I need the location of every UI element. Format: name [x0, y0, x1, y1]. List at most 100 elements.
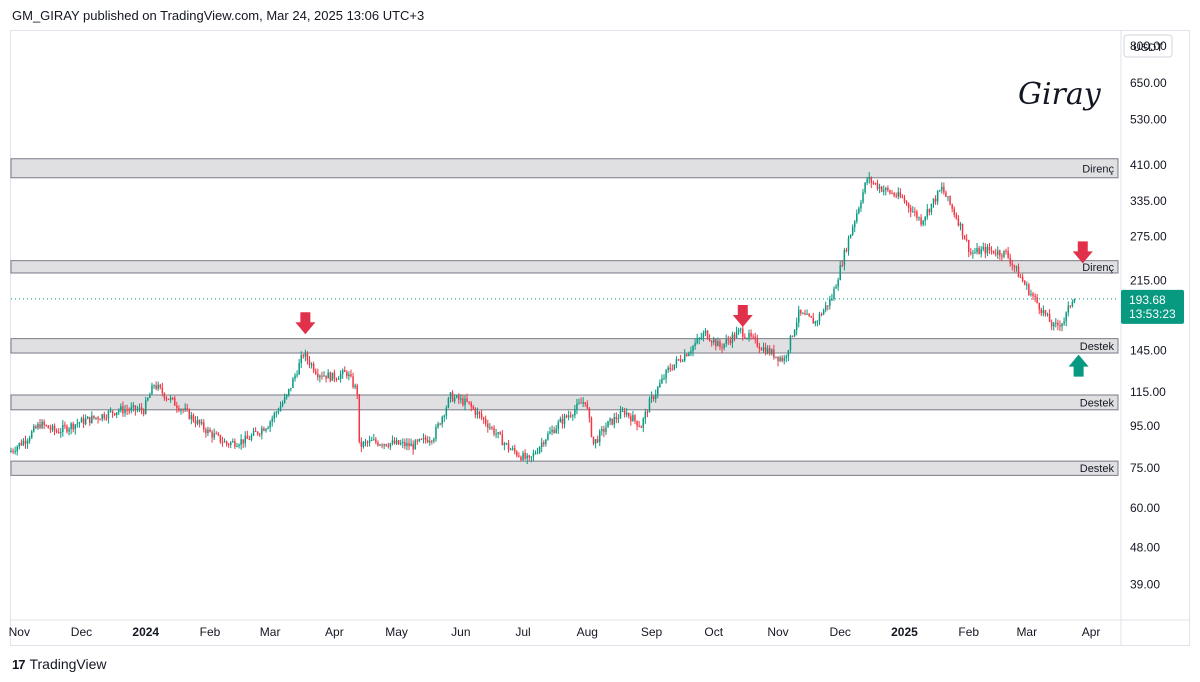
candle-body — [677, 359, 680, 361]
candle — [207, 426, 209, 437]
candle — [880, 185, 883, 193]
candle — [178, 405, 180, 413]
candle — [905, 200, 908, 206]
candle-body — [746, 338, 748, 340]
candle — [771, 348, 773, 356]
candle-body — [694, 343, 696, 347]
candle-body — [169, 397, 172, 400]
candle — [482, 416, 485, 424]
candle — [882, 185, 885, 196]
candle — [18, 442, 21, 450]
candle — [171, 397, 174, 401]
candle — [727, 335, 730, 345]
arrow-down-icon — [295, 312, 316, 335]
candle — [1057, 319, 1059, 331]
candle — [628, 412, 630, 419]
candle — [174, 395, 176, 406]
candle — [62, 420, 64, 437]
candle — [503, 441, 506, 451]
candle-body — [704, 330, 707, 334]
candle — [1036, 294, 1038, 304]
candle-body — [912, 211, 914, 213]
candle — [1067, 301, 1069, 317]
candle — [630, 413, 632, 426]
candle-body — [576, 403, 578, 410]
candle-body — [402, 442, 404, 444]
candle — [213, 428, 215, 440]
signature: Giray — [1018, 77, 1102, 112]
candle-body — [375, 439, 377, 443]
candle-body — [1030, 293, 1032, 295]
candle-body — [215, 433, 217, 435]
candle — [209, 427, 211, 433]
candle — [194, 416, 197, 428]
candle — [277, 407, 280, 415]
candle — [922, 219, 924, 227]
candle-body — [93, 415, 95, 419]
candle — [60, 427, 62, 438]
candle — [244, 431, 247, 448]
candle — [259, 432, 261, 437]
candle-body — [437, 423, 439, 428]
candle — [310, 362, 313, 369]
candle — [1026, 281, 1028, 290]
candle-body — [263, 428, 265, 431]
candle — [124, 405, 126, 417]
candle — [605, 422, 607, 436]
candle — [692, 344, 694, 357]
candle — [739, 327, 742, 334]
candle-body — [972, 252, 974, 254]
candle-body — [120, 406, 122, 411]
candle — [972, 249, 974, 259]
x-tick-label: Sep — [641, 625, 663, 639]
candle — [677, 358, 680, 361]
candle — [188, 408, 191, 420]
candle — [702, 330, 705, 342]
candle-body — [203, 422, 205, 430]
candle-body — [957, 218, 960, 226]
candle — [791, 335, 794, 338]
candle-body — [109, 410, 112, 412]
candle-body — [686, 354, 688, 357]
candle-body — [536, 452, 539, 454]
candle — [176, 401, 178, 413]
candle — [80, 416, 83, 423]
candle — [298, 359, 300, 375]
candle — [246, 430, 249, 440]
candle-body — [298, 363, 300, 375]
candle — [779, 355, 781, 363]
candle — [352, 372, 354, 389]
candle — [271, 415, 273, 427]
candle-body — [24, 440, 27, 444]
candle-body — [941, 186, 943, 191]
candle — [410, 438, 412, 447]
candle-body — [891, 193, 893, 195]
candle-body — [470, 402, 472, 407]
candle-body — [140, 407, 143, 411]
candle — [982, 242, 985, 252]
candle-body — [431, 440, 433, 442]
candle-body — [128, 410, 130, 412]
candle — [308, 356, 311, 369]
candle — [74, 423, 77, 435]
candle — [721, 343, 723, 354]
candle — [302, 353, 305, 359]
candle-body — [507, 443, 510, 450]
candle-body — [713, 339, 715, 343]
candle-body — [543, 442, 545, 445]
candle — [949, 195, 951, 206]
candle-body — [621, 410, 624, 412]
candle — [155, 381, 157, 391]
candle — [827, 305, 829, 311]
candle — [505, 442, 508, 446]
candle-body — [557, 422, 560, 429]
candle — [690, 346, 692, 357]
candle-body — [733, 334, 736, 338]
candle — [700, 332, 703, 341]
candle — [646, 409, 649, 418]
tradingview-logo[interactable]: 17 TradingView — [12, 656, 107, 672]
candle-body — [300, 355, 302, 364]
candle — [536, 447, 539, 455]
candle — [596, 435, 599, 444]
